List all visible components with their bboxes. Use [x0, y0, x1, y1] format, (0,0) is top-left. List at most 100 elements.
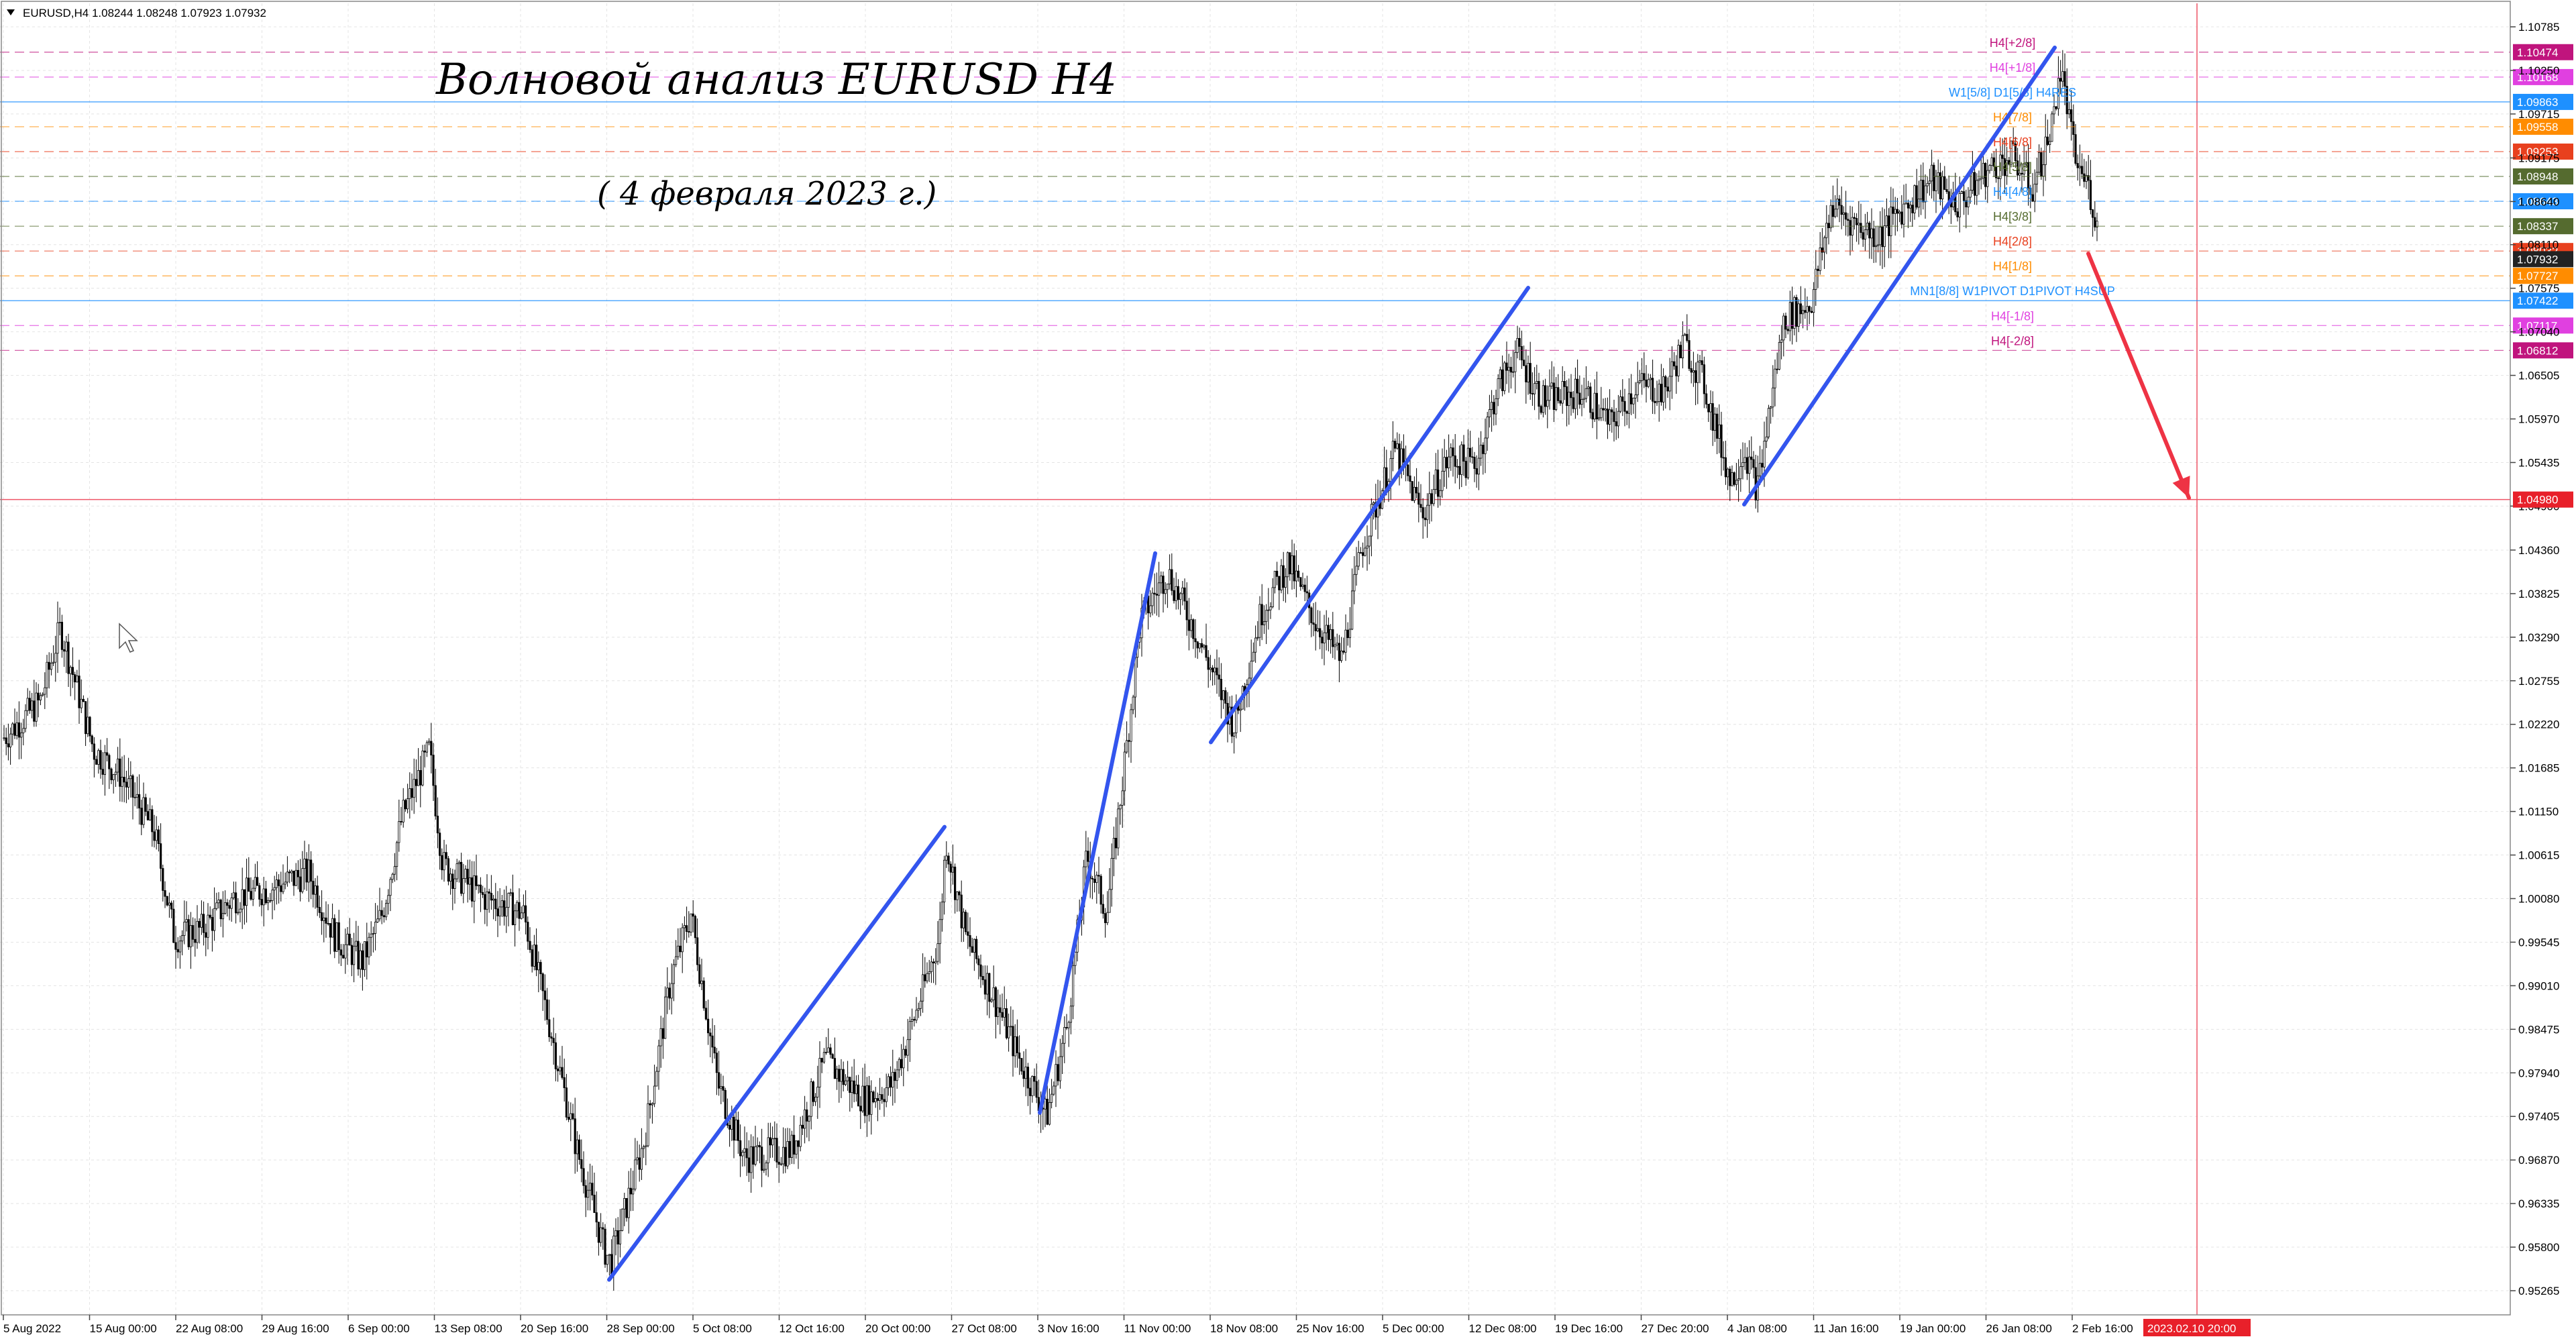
candle — [387, 889, 390, 915]
candle — [1181, 581, 1184, 606]
candle — [1980, 157, 1982, 190]
candle — [692, 900, 694, 932]
forecast-arrow-head — [2172, 476, 2190, 498]
candle — [430, 722, 433, 773]
candle — [325, 901, 327, 938]
candle — [1158, 561, 1161, 617]
x-tick-label: 27 Dec 20:00 — [1642, 1322, 1709, 1335]
candle — [1797, 299, 1800, 333]
candle — [1091, 875, 1093, 900]
candle — [1069, 998, 1072, 1034]
candle — [477, 884, 480, 894]
candle — [256, 861, 259, 886]
candle — [436, 797, 439, 849]
candle — [2027, 144, 2030, 206]
candle — [1260, 584, 1263, 641]
candle — [2078, 144, 2081, 186]
candle — [600, 1213, 602, 1247]
candle — [1051, 1079, 1053, 1109]
y-tick-label: 1.00615 — [2518, 849, 2559, 862]
candle — [262, 877, 265, 926]
chart-menu-icon[interactable] — [7, 9, 15, 15]
candle — [400, 806, 402, 826]
candle — [586, 1171, 590, 1211]
candle — [1520, 330, 1523, 369]
candle — [737, 1112, 739, 1154]
candle — [1645, 365, 1648, 403]
candle — [945, 841, 948, 868]
candle — [1162, 572, 1165, 613]
candle — [844, 1074, 847, 1086]
candle — [606, 1254, 608, 1273]
candle — [1067, 1020, 1070, 1047]
candle — [1808, 305, 1811, 325]
candle — [421, 745, 424, 787]
candle — [527, 916, 529, 950]
wave-line — [1742, 45, 2057, 506]
level-label: MN1[8/8] W1PIVOT D1PIVOT H4SUP — [1910, 284, 2114, 298]
candle — [97, 748, 100, 774]
candle — [1164, 582, 1167, 604]
candle — [608, 1254, 611, 1276]
candle — [1576, 359, 1579, 415]
candle — [1928, 168, 1931, 196]
candle — [754, 1126, 757, 1167]
candle — [1597, 404, 1601, 421]
candle — [1450, 443, 1452, 471]
candle — [1649, 374, 1652, 400]
candle — [1623, 388, 1626, 427]
y-tick-label: 0.99545 — [2518, 936, 2559, 949]
level-label: H4[+2/8] — [1990, 36, 2036, 50]
candle — [1020, 1058, 1023, 1075]
candle — [561, 1046, 564, 1080]
candle — [949, 861, 952, 894]
candle — [1729, 466, 1731, 501]
candle — [1860, 203, 1862, 239]
candle — [1305, 576, 1308, 604]
candle — [666, 967, 669, 1014]
candle — [1801, 305, 1805, 329]
candle — [2037, 144, 2041, 176]
candle — [919, 987, 922, 1016]
candle — [1287, 551, 1289, 594]
candle — [1978, 170, 1980, 195]
candle — [382, 907, 386, 923]
candle — [1621, 379, 1624, 417]
candle — [1093, 862, 1096, 893]
candle — [335, 922, 338, 953]
candle — [1155, 572, 1158, 616]
candle — [1407, 464, 1409, 482]
x-tick-label: 25 Nov 16:00 — [1297, 1322, 1364, 1335]
candle — [398, 799, 400, 852]
candle — [763, 1155, 765, 1173]
candle — [1258, 596, 1261, 647]
candle — [1606, 397, 1609, 439]
plot-frame — [1, 1, 2511, 1316]
candle — [234, 881, 237, 924]
candle — [1660, 364, 1662, 406]
x-tick-label: 29 Aug 16:00 — [262, 1322, 329, 1335]
candle — [28, 690, 32, 714]
candle — [1664, 374, 1667, 409]
candle — [1668, 358, 1671, 411]
candle — [1516, 325, 1519, 359]
candle — [2001, 138, 2004, 176]
candle — [148, 798, 152, 821]
candle — [863, 1063, 866, 1124]
candle — [35, 682, 38, 727]
candle — [1862, 225, 1864, 247]
candle — [1289, 552, 1291, 581]
candle — [464, 865, 467, 883]
candle — [1462, 435, 1465, 476]
candle — [1126, 721, 1128, 754]
candle — [1525, 349, 1527, 404]
candle — [1022, 1051, 1025, 1087]
candle — [1256, 621, 1259, 641]
candle — [827, 1028, 830, 1053]
candle — [1817, 265, 1819, 288]
candle — [1847, 213, 1849, 237]
candle — [1263, 605, 1265, 634]
candle — [1336, 633, 1338, 651]
x-tick-label: 4 Jan 08:00 — [1727, 1322, 1787, 1335]
